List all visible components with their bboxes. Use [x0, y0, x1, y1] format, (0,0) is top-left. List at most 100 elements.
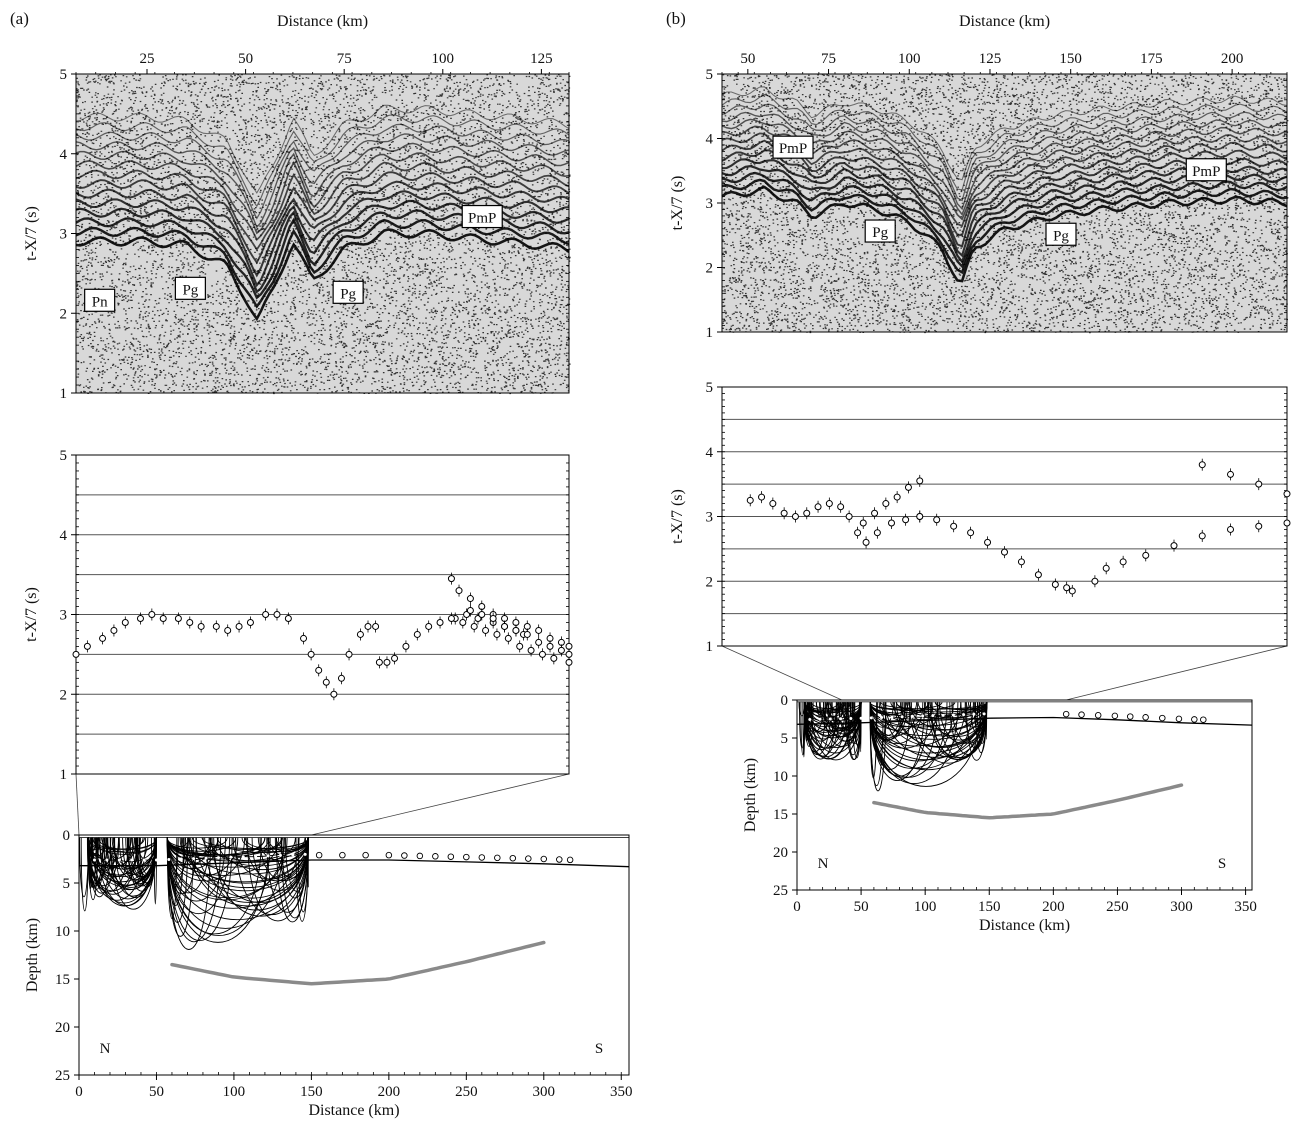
pick-point — [1119, 558, 1127, 566]
station-dot — [92, 858, 96, 862]
station-dot — [859, 716, 863, 720]
station-dot — [179, 857, 183, 861]
ray-path — [166, 837, 279, 876]
ray-path — [166, 837, 233, 941]
sediment-boundary — [796, 716, 1253, 726]
pick-point — [888, 519, 895, 527]
pick-point — [375, 658, 383, 666]
station-dot — [229, 855, 233, 859]
pick-point — [916, 477, 924, 485]
pick-point — [933, 516, 941, 524]
wavelet-band — [75, 180, 570, 278]
y-tick-label: 20 — [55, 1020, 70, 1036]
pick-point — [535, 638, 543, 646]
station-dot — [291, 853, 295, 857]
ray-path — [188, 837, 309, 875]
y-axis-label: t-X/7 (s) — [23, 206, 40, 261]
pick-point — [882, 500, 890, 508]
receiver-marker — [566, 856, 574, 864]
receiver-marker — [509, 854, 517, 862]
pick-point — [527, 646, 535, 654]
x-tick-label: 75 — [337, 51, 352, 67]
receiver-marker — [494, 854, 501, 862]
pick-point — [565, 650, 573, 658]
y-tick-label: 3 — [60, 227, 68, 243]
south-label: S — [595, 1041, 603, 1057]
ray-path — [181, 837, 309, 884]
pick-point — [466, 607, 474, 615]
pick-point — [791, 513, 799, 520]
station-dot — [204, 856, 208, 860]
pick-point — [1102, 564, 1110, 572]
ray-path — [829, 702, 862, 713]
pick-series — [466, 604, 573, 661]
pick-point — [550, 654, 558, 662]
station-dot — [216, 856, 220, 860]
pick-point — [916, 513, 924, 520]
pick-point — [780, 509, 788, 517]
pick-point — [1198, 532, 1206, 540]
x-tick-label: 200 — [1042, 899, 1065, 915]
station-dot — [117, 858, 121, 862]
station-dot — [941, 713, 945, 717]
x-tick-label: 250 — [1106, 899, 1129, 915]
wavelet-band — [75, 161, 570, 252]
phase-label-box — [1045, 222, 1077, 246]
y-tick-label: 4 — [60, 147, 68, 163]
pick-point — [470, 622, 478, 630]
receiver-marker — [525, 855, 532, 862]
ray-path — [275, 837, 309, 851]
x-tick-label: 100 — [223, 1084, 246, 1100]
pick-point — [174, 614, 182, 622]
pick-point — [1034, 571, 1042, 579]
y-tick-label: 1 — [60, 386, 68, 402]
ray-frame — [796, 699, 1253, 891]
x-tick-label: 150 — [978, 899, 1001, 915]
station-dot — [972, 712, 976, 716]
pick-point — [535, 626, 543, 634]
y-tick-label: 25 — [55, 1068, 70, 1084]
station-dot — [154, 858, 158, 862]
record-section — [75, 74, 571, 395]
x-tick-label: 200 — [1221, 51, 1244, 67]
pick-point — [447, 575, 455, 583]
ray-path — [179, 837, 309, 883]
pick-point — [803, 509, 811, 517]
pick-point — [72, 650, 80, 658]
wavelet-band — [721, 132, 1287, 228]
pick-point — [455, 587, 463, 595]
pick-point — [1283, 519, 1291, 527]
ray-path — [188, 837, 309, 907]
pick-point — [902, 516, 910, 524]
y-tick-label: 0 — [781, 693, 789, 709]
x-axis-label: Distance (km) — [277, 13, 368, 30]
pick-point — [1255, 480, 1263, 488]
pick-point — [501, 622, 509, 630]
y-tick-label: 2 — [60, 306, 68, 322]
receiver-marker — [1175, 715, 1183, 723]
zoom-connector — [721, 645, 843, 701]
y-tick-label: 3 — [60, 608, 68, 624]
pick-point — [1283, 490, 1291, 498]
pick-point — [493, 630, 501, 638]
pick-point — [893, 493, 901, 501]
ray-path — [927, 702, 988, 737]
ray-frame — [78, 834, 630, 1076]
pick-series — [447, 612, 573, 669]
wavelet-band — [721, 111, 1288, 211]
ray-path — [883, 702, 988, 758]
pick-point — [284, 614, 292, 622]
y-tick-label: 5 — [60, 448, 68, 464]
pick-point — [1142, 551, 1150, 559]
station-dot — [962, 713, 966, 717]
station-dot — [254, 854, 258, 858]
ray-fans — [798, 701, 988, 792]
pick-point — [83, 642, 91, 650]
x-axis-label: Distance (km) — [308, 1102, 399, 1119]
pick-point — [1227, 525, 1234, 533]
y-tick-label: 5 — [781, 731, 789, 747]
station-dot — [266, 854, 270, 858]
ray-path — [869, 702, 930, 777]
pick-point — [436, 618, 444, 626]
